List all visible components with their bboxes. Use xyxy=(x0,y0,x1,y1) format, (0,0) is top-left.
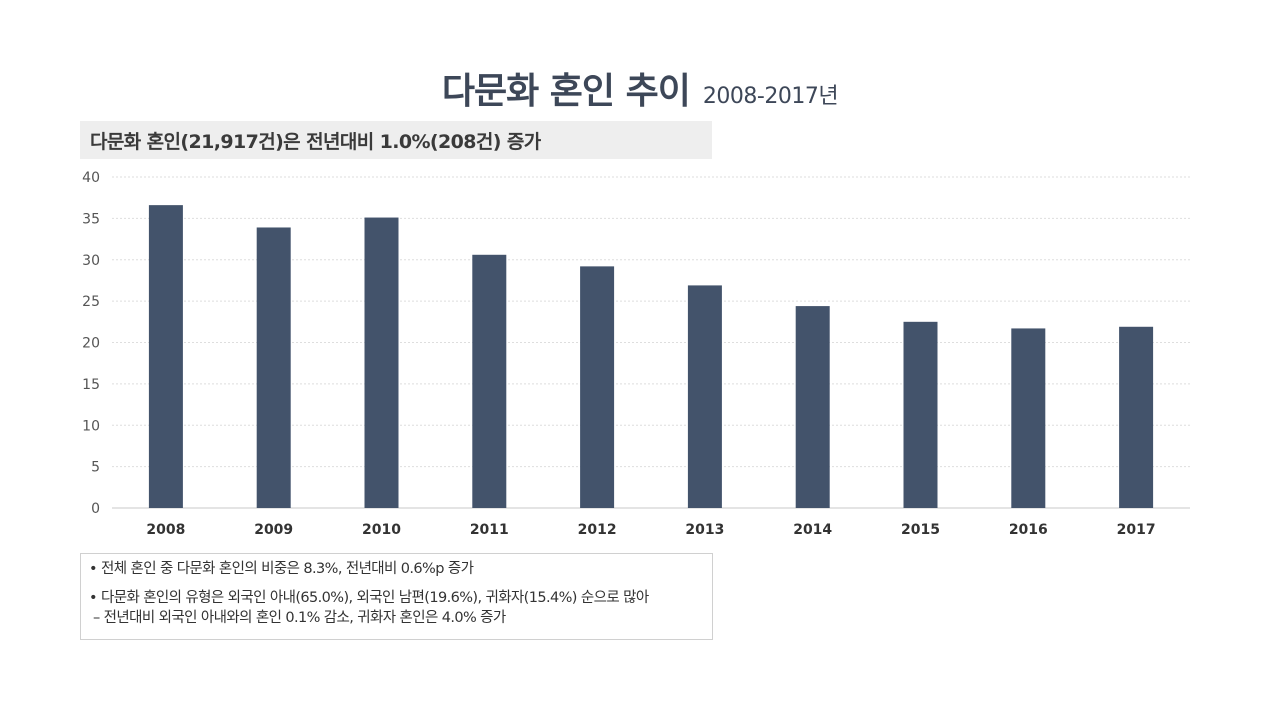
y-tick-label: 35 xyxy=(82,211,100,227)
x-tick-label: 2010 xyxy=(362,522,401,538)
x-tick-label: 2014 xyxy=(793,522,832,538)
notes-box: • 전체 혼인 중 다문화 혼인의 비중은 8.3%, 전년대비 0.6%p 증… xyxy=(80,553,713,640)
bar-2013 xyxy=(687,285,722,508)
y-tick-label: 20 xyxy=(82,336,100,352)
y-tick-label: 30 xyxy=(82,253,100,269)
x-tick-label: 2011 xyxy=(470,522,509,538)
y-tick-label: 0 xyxy=(91,501,100,517)
x-tick-label: 2016 xyxy=(1009,522,1048,538)
headline-text: 다문화 혼인(21,917건)은 전년대비 1.0%(208건) 증가 xyxy=(90,130,541,153)
x-tick-label: 2015 xyxy=(901,522,940,538)
bar-2017 xyxy=(1119,326,1154,508)
y-tick-label: 10 xyxy=(82,418,100,434)
x-tick-label: 2012 xyxy=(578,522,617,538)
headline-box: 다문화 혼인(21,917건)은 전년대비 1.0%(208건) 증가 xyxy=(80,121,712,159)
x-tick-label: 2008 xyxy=(146,522,185,538)
page-title: 다문화 혼인 추이 2008-2017년 xyxy=(0,62,1280,114)
note-item-1: • 전체 혼인 중 다문화 혼인의 비중은 8.3%, 전년대비 0.6%p 증… xyxy=(89,561,474,577)
bar-2010 xyxy=(364,217,399,509)
title-period: 2008-2017년 xyxy=(702,84,839,109)
bar-2015 xyxy=(903,321,938,508)
x-tick-label: 2009 xyxy=(254,522,293,538)
bar-chart: 0 5 10 15 20 25 30 35 40 2008 2009 2010 2011 2012 2013… xyxy=(82,170,1190,538)
bar-2009 xyxy=(256,227,291,508)
bar-2016 xyxy=(1011,328,1046,508)
bar-2008 xyxy=(148,205,183,508)
y-tick-label: 5 xyxy=(91,460,100,476)
x-tick-label: 2013 xyxy=(685,522,724,538)
y-tick-label: 15 xyxy=(82,377,100,393)
bar-2011 xyxy=(472,254,507,508)
note-item-2: • 다문화 혼인의 유형은 외국인 아내(65.0%), 외국인 남편(19.6… xyxy=(89,590,649,606)
note-item-2-sub: – 전년대비 외국인 아내와의 혼인 0.1% 감소, 귀화자 혼인은 4.0%… xyxy=(93,610,506,626)
title-main: 다문화 혼인 추이 xyxy=(441,71,691,112)
y-tick-label: 25 xyxy=(82,294,100,310)
bar-2014 xyxy=(795,306,830,508)
bar-2012 xyxy=(580,266,615,508)
x-tick-label: 2017 xyxy=(1117,522,1156,538)
y-tick-label: 40 xyxy=(82,170,100,186)
